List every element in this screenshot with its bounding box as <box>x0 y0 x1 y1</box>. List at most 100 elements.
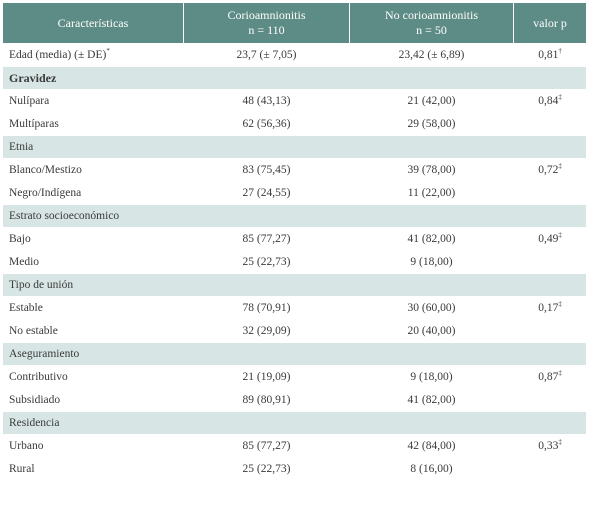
row-label: No estable <box>2 319 184 343</box>
footnote-marker: ‡ <box>558 162 562 171</box>
cell-chorioamnionitis: 21 (19,09) <box>183 365 350 389</box>
footnote-marker: ‡ <box>558 231 562 240</box>
table-row: Negro/Indígena 27 (24,55) 11 (22,00) <box>2 181 587 205</box>
section-header-row: Estrato socioeconómico <box>2 204 587 228</box>
section-title: Estrato socioeconómico <box>2 204 587 228</box>
header-p-value: valor p <box>513 2 587 44</box>
cell-chorioamnionitis: 23,7 (± 7,05) <box>183 43 350 67</box>
row-label: Rural <box>2 457 184 481</box>
header-chorioamnionitis-n: n = 110 <box>248 23 285 37</box>
section-header-row: Residencia <box>2 411 587 435</box>
row-label: Subsidiado <box>2 388 184 412</box>
table-row: Bajo 85 (77,27) 41 (82,00) 0,49‡ <box>2 227 587 251</box>
p-value-text: 0,33 <box>538 440 559 452</box>
header-characteristics: Características <box>2 2 184 44</box>
table-row-age: Edad (media) (± DE)* 23,7 (± 7,05) 23,42… <box>2 43 587 67</box>
row-label: Nulípara <box>2 89 184 113</box>
section-title: Gravidez <box>2 66 587 90</box>
cell-p-value: 0,84‡ <box>513 89 587 113</box>
cell-no-chorioamnionitis: 11 (22,00) <box>349 181 514 205</box>
footnote-marker: ‡ <box>558 300 562 309</box>
cell-no-chorioamnionitis: 9 (18,00) <box>349 365 514 389</box>
row-label: Medio <box>2 250 184 274</box>
row-label: Negro/Indígena <box>2 181 184 205</box>
cell-chorioamnionitis: 25 (22,73) <box>183 250 350 274</box>
header-chorioamnionitis: Corioamnionitis n = 110 <box>183 2 350 44</box>
cell-p-value <box>513 457 587 481</box>
table-row: Urbano 85 (77,27) 42 (84,00) 0,33‡ <box>2 434 587 458</box>
p-value-text: 0,72 <box>538 164 559 176</box>
row-label: Edad (media) (± DE)* <box>2 43 184 67</box>
footnote-marker: † <box>558 47 562 56</box>
table-row: Multíparas 62 (56,36) 29 (58,00) <box>2 112 587 136</box>
header-chorioamnionitis-title: Corioamnionitis <box>227 8 306 22</box>
cell-p-value: 0,81† <box>513 43 587 67</box>
table-row: Nulípara 48 (43,13) 21 (42,00) 0,84‡ <box>2 89 587 113</box>
cell-p-value <box>513 388 587 412</box>
header-no-chorioamnionitis-title: No corioamnionitis <box>385 8 478 22</box>
footnote-marker: ‡ <box>558 438 562 447</box>
cell-p-value: 0,17‡ <box>513 296 587 320</box>
row-label: Contributivo <box>2 365 184 389</box>
cell-p-value <box>513 112 587 136</box>
cell-chorioamnionitis: 25 (22,73) <box>183 457 350 481</box>
table-row: No estable 32 (29,09) 20 (40,00) <box>2 319 587 343</box>
table-row: Estable 78 (70,91) 30 (60,00) 0,17‡ <box>2 296 587 320</box>
footnote-marker: ‡ <box>558 93 562 102</box>
p-value-text: 0,17 <box>538 302 559 314</box>
cell-no-chorioamnionitis: 30 (60,00) <box>349 296 514 320</box>
footnote-marker: ‡ <box>558 369 562 378</box>
cell-no-chorioamnionitis: 8 (16,00) <box>349 457 514 481</box>
footnote-marker: * <box>106 47 110 56</box>
cell-p-value: 0,49‡ <box>513 227 587 251</box>
section-title: Residencia <box>2 411 587 435</box>
cell-p-value: 0,72‡ <box>513 158 587 182</box>
cell-no-chorioamnionitis: 42 (84,00) <box>349 434 514 458</box>
table-row: Blanco/Mestizo 83 (75,45) 39 (78,00) 0,72‡ <box>2 158 587 182</box>
cell-chorioamnionitis: 32 (29,09) <box>183 319 350 343</box>
cell-no-chorioamnionitis: 20 (40,00) <box>349 319 514 343</box>
section-header-row: Aseguramiento <box>2 342 587 366</box>
cell-no-chorioamnionitis: 9 (18,00) <box>349 250 514 274</box>
header-row: Características Corioamnionitis n = 110 … <box>2 2 587 44</box>
row-label: Urbano <box>2 434 184 458</box>
cell-p-value: 0,33‡ <box>513 434 587 458</box>
section-header-row: Tipo de unión <box>2 273 587 297</box>
cell-p-value <box>513 319 587 343</box>
row-label-text: Edad (media) (± DE) <box>9 49 107 61</box>
row-label: Estable <box>2 296 184 320</box>
p-value-text: 0,81 <box>538 49 559 61</box>
cell-chorioamnionitis: 62 (56,36) <box>183 112 350 136</box>
section-title: Tipo de unión <box>2 273 587 297</box>
section-title: Aseguramiento <box>2 342 587 366</box>
cell-no-chorioamnionitis: 29 (58,00) <box>349 112 514 136</box>
cell-p-value <box>513 250 587 274</box>
p-value-text: 0,49 <box>538 233 559 245</box>
p-value-text: 0,87 <box>538 371 559 383</box>
cell-chorioamnionitis: 78 (70,91) <box>183 296 350 320</box>
cell-chorioamnionitis: 85 (77,27) <box>183 227 350 251</box>
cell-chorioamnionitis: 89 (80,91) <box>183 388 350 412</box>
table-row: Subsidiado 89 (80,91) 41 (82,00) <box>2 388 587 412</box>
p-value-text: 0,84 <box>538 95 559 107</box>
cell-no-chorioamnionitis: 41 (82,00) <box>349 227 514 251</box>
row-label: Blanco/Mestizo <box>2 158 184 182</box>
row-label: Bajo <box>2 227 184 251</box>
table-row: Rural 25 (22,73) 8 (16,00) <box>2 457 587 481</box>
row-label: Multíparas <box>2 112 184 136</box>
characteristics-table: Características Corioamnionitis n = 110 … <box>2 2 587 481</box>
section-header-row: Etnia <box>2 135 587 159</box>
cell-no-chorioamnionitis: 41 (82,00) <box>349 388 514 412</box>
cell-no-chorioamnionitis: 21 (42,00) <box>349 89 514 113</box>
header-no-chorioamnionitis: No corioamnionitis n = 50 <box>349 2 514 44</box>
cell-chorioamnionitis: 27 (24,55) <box>183 181 350 205</box>
section-title: Etnia <box>2 135 587 159</box>
cell-no-chorioamnionitis: 23,42 (± 6,89) <box>349 43 514 67</box>
cell-chorioamnionitis: 48 (43,13) <box>183 89 350 113</box>
table-row: Medio 25 (22,73) 9 (18,00) <box>2 250 587 274</box>
cell-p-value: 0,87‡ <box>513 365 587 389</box>
table-row: Contributivo 21 (19,09) 9 (18,00) 0,87‡ <box>2 365 587 389</box>
section-header-row: Gravidez <box>2 66 587 90</box>
cell-p-value <box>513 181 587 205</box>
cell-chorioamnionitis: 83 (75,45) <box>183 158 350 182</box>
